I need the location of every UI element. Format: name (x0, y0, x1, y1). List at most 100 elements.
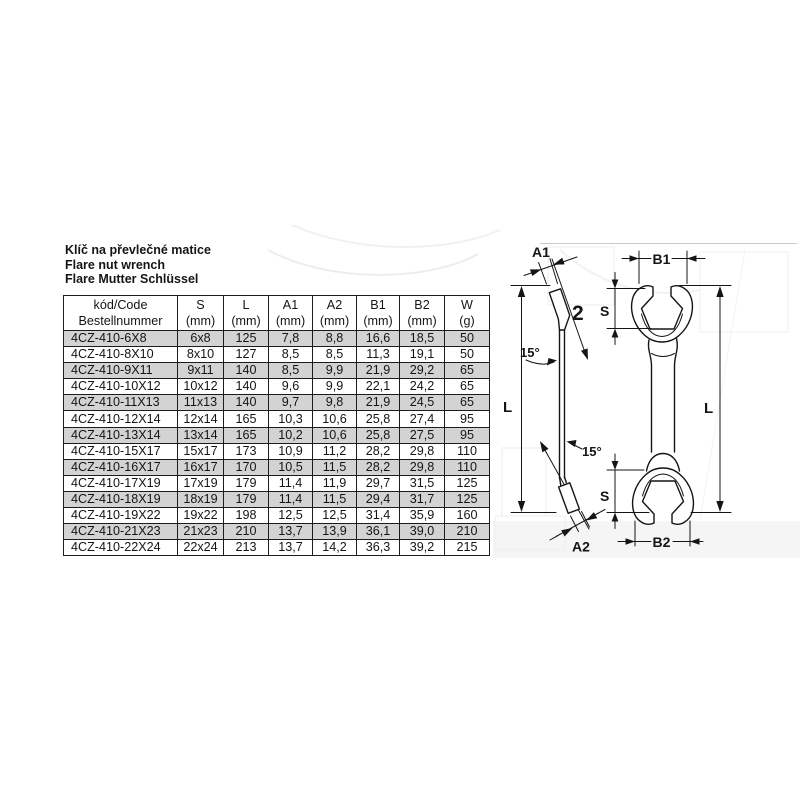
header-code-line1: kód/Code (93, 298, 148, 312)
cell-value: 29,4 (356, 490, 400, 509)
cell-value: 9,6 (268, 378, 313, 396)
header-unit: (mm) (363, 314, 393, 328)
cell-value: 125 (444, 474, 490, 492)
spec-table: kód/Code Bestellnummer S (mm) L (mm) A1 (mm) A… (63, 295, 490, 557)
cell-value: 9,7 (268, 394, 313, 412)
cell-value: 6x8 (177, 329, 224, 348)
table-row: 4CZ-410-13X14 13x14 165 10,2 10,6 25,8 27,5 95 (63, 426, 490, 444)
cell-value: 16x17 (177, 458, 224, 476)
watermark-digit: 2 (572, 302, 584, 325)
cell-value: 15x17 (177, 442, 224, 460)
header-col-l: L (mm) (223, 295, 269, 331)
product-title-en: Flare nut wrench (65, 257, 166, 272)
label-b1: B1 (653, 251, 671, 267)
cell-code: 4CZ-410-10X12 (63, 378, 178, 396)
table-row: 4CZ-410-18X19 18x19 179 11,4 11,5 29,4 31,7 125 (63, 490, 490, 509)
cell-value: 8,5 (268, 362, 313, 380)
cell-value: 10,9 (268, 442, 313, 460)
cell-value: 170 (223, 458, 269, 476)
label-a2: A2 (572, 539, 590, 555)
cell-value: 35,9 (399, 507, 445, 525)
product-title-de: Flare Mutter Schlüssel (65, 272, 199, 287)
cell-value: 10,3 (268, 410, 313, 428)
cell-code: 4CZ-410-15X17 (63, 442, 178, 460)
cell-value: 13,9 (312, 523, 357, 541)
header-label: S (196, 298, 205, 312)
cell-value: 8x10 (177, 346, 224, 364)
header-code-line2: Bestellnummer (78, 314, 163, 328)
table-row: 4CZ-410-8X10 8x10 127 8,5 8,5 11,3 19,1 50 (63, 346, 490, 364)
cell-value: 10,6 (312, 410, 357, 428)
cell-value: 179 (223, 474, 269, 492)
cell-value: 24,5 (399, 394, 445, 412)
header-col-a2: A2 (mm) (312, 295, 357, 331)
cell-value: 9x11 (177, 362, 224, 380)
cell-value: 29,8 (399, 442, 445, 460)
cell-value: 36,1 (356, 523, 400, 541)
header-col-b1: B1 (mm) (356, 295, 400, 331)
cell-value: 19,1 (399, 346, 445, 364)
cell-value: 21,9 (356, 362, 400, 380)
header-label: W (461, 298, 473, 312)
cell-code: 4CZ-410-11X13 (63, 394, 178, 412)
cell-value: 125 (223, 329, 269, 348)
cell-value: 198 (223, 507, 269, 525)
spec-table-header-row: kód/Code Bestellnummer S (mm) L (mm) A1 (mm) A… (63, 295, 490, 331)
cell-value: 160 (444, 507, 490, 525)
cell-value: 140 (223, 362, 269, 380)
header-label: A1 (282, 298, 299, 312)
cell-value: 12x14 (177, 410, 224, 428)
cell-value: 39,2 (399, 539, 445, 557)
cell-value: 213 (223, 539, 269, 557)
header-unit: (mm) (319, 314, 350, 328)
label-angle-bottom: 15° (582, 444, 602, 459)
cell-value: 179 (223, 490, 269, 509)
table-row: 4CZ-410-11X13 11x13 140 9,7 9,8 21,9 24,5 65 (63, 394, 490, 412)
cell-value: 215 (444, 539, 490, 557)
header-label: B2 (414, 298, 430, 312)
cell-value: 29,2 (399, 362, 445, 380)
spec-table-body: 4CZ-410-6X8 6x8 125 7,8 8,8 16,6 18,5 50 4CZ-410… (63, 329, 490, 557)
cell-value: 39,0 (399, 523, 445, 541)
cell-value: 11,5 (312, 490, 357, 509)
cell-code: 4CZ-410-17X19 (63, 474, 178, 492)
header-unit: (g) (459, 314, 475, 328)
cell-value: 9,9 (312, 378, 357, 396)
cell-value: 12,5 (312, 507, 357, 525)
cell-value: 11,4 (268, 490, 313, 509)
title-block: Klíč na převlečné matice Flare nut wrenc… (65, 243, 211, 287)
cell-value: 11,9 (312, 474, 357, 492)
header-col-w: W (g) (444, 295, 490, 331)
cell-value: 27,5 (399, 426, 445, 444)
cell-value: 16,6 (356, 329, 400, 348)
cell-value: 165 (223, 410, 269, 428)
dimension-lines (510, 250, 732, 547)
table-row: 4CZ-410-16X17 16x17 170 10,5 11,5 28,2 29,8 110 (63, 458, 490, 476)
table-row: 4CZ-410-17X19 17x19 179 11,4 11,9 29,7 31,5 125 (63, 474, 490, 492)
cell-value: 31,7 (399, 490, 445, 509)
cell-value: 24,2 (399, 378, 445, 396)
watermark: 2 (267, 224, 800, 558)
table-row: 4CZ-410-9X11 9x11 140 8,5 9,9 21,9 29,2 65 (63, 362, 490, 380)
cell-value: 18x19 (177, 490, 224, 509)
cell-value: 21,9 (356, 394, 400, 412)
table-row: 4CZ-410-22X24 22x24 213 13,7 14,2 36,3 39,2 215 (63, 539, 490, 557)
cell-value: 210 (444, 523, 490, 541)
cell-value: 29,8 (399, 458, 445, 476)
cell-value: 25,8 (356, 426, 400, 444)
header-unit: (mm) (231, 314, 261, 328)
cell-value: 27,4 (399, 410, 445, 428)
cell-value: 127 (223, 346, 269, 364)
cell-code: 4CZ-410-9X11 (63, 362, 178, 380)
cell-value: 95 (444, 410, 490, 428)
cell-value: 65 (444, 394, 490, 412)
cell-value: 11,3 (356, 346, 400, 364)
cell-value: 10,5 (268, 458, 313, 476)
wrench-side-view (540, 258, 590, 530)
cell-value: 36,3 (356, 539, 400, 557)
header-unit: (mm) (275, 314, 306, 328)
cell-value: 140 (223, 394, 269, 412)
cell-code: 4CZ-410-18X19 (63, 490, 178, 509)
header-code: kód/Code Bestellnummer (63, 295, 178, 331)
